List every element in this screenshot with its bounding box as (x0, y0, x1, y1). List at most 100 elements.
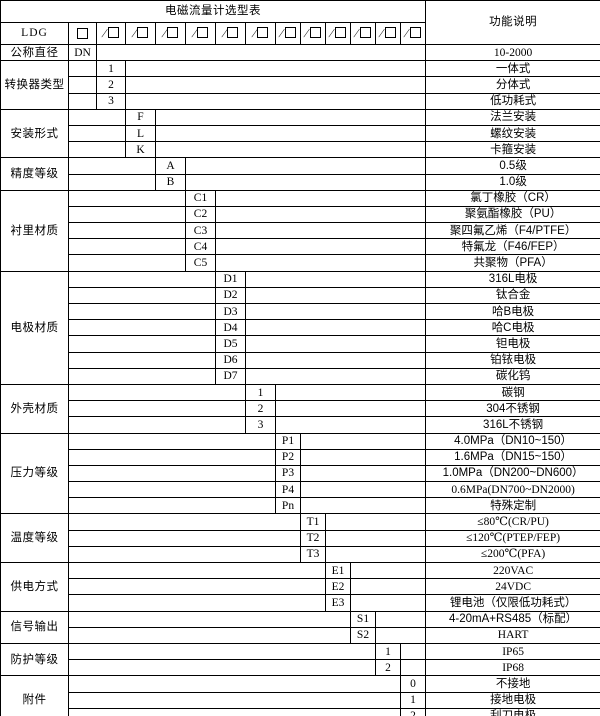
option-code[interactable]: K (125, 141, 156, 159)
code-box-7[interactable]: / (275, 22, 301, 45)
option-code[interactable]: L (125, 124, 156, 143)
option-description: 4.0MPa（DN10~150） (425, 432, 600, 450)
option-description: 哈B电极 (425, 302, 600, 321)
option-code[interactable]: E1 (325, 561, 351, 580)
option-row: P3 1.0MPa（DN200~DN600） (1, 464, 600, 483)
option-code[interactable]: 1 (245, 383, 276, 402)
option-code[interactable]: T1 (300, 513, 326, 531)
option-description: 220VAC (425, 561, 600, 580)
code-box-5[interactable]: / (215, 22, 246, 45)
option-code[interactable]: B (155, 173, 186, 191)
option-code[interactable]: 1 (375, 642, 401, 661)
model-prefix-label: LDG (0, 22, 69, 45)
code-box-9[interactable]: / (325, 22, 351, 45)
option-code[interactable]: T2 (300, 529, 326, 547)
spacer-left (68, 238, 186, 256)
option-code[interactable]: 3 (96, 92, 126, 110)
spacer-right (324, 529, 427, 547)
option-description: 哈C电极 (425, 319, 600, 337)
option-description: 0.5级 (425, 157, 600, 175)
option-code[interactable]: D2 (215, 286, 246, 305)
option-code[interactable]: C1 (185, 189, 216, 207)
option-description: 碳化钨 (425, 367, 600, 385)
code-box-11[interactable]: / (375, 22, 401, 45)
option-description: 不接地 (425, 675, 600, 693)
option-code[interactable]: 3 (245, 416, 276, 434)
option-row: E3 锂电池（仅限低功耗式） (1, 594, 600, 612)
spacer-right (154, 141, 427, 159)
code-box-8[interactable]: / (300, 22, 326, 45)
option-code[interactable]: E2 (325, 578, 351, 596)
option-row: D3 哈B电极 (1, 302, 600, 321)
option-code[interactable]: P2 (275, 448, 301, 466)
option-code[interactable]: C5 (185, 254, 216, 272)
option-row: 防护等级 1 IP65 (0, 642, 600, 677)
spacer-right (244, 351, 427, 369)
option-code[interactable]: 0 (399, 675, 427, 693)
code-box-2[interactable]: / (125, 22, 156, 45)
option-code[interactable]: E3 (325, 594, 351, 612)
option-code[interactable]: T3 (300, 545, 326, 564)
option-row: Pn 特殊定制 (1, 497, 600, 515)
code-box-6[interactable]: / (245, 22, 276, 45)
code-box-4[interactable]: / (185, 22, 216, 45)
option-description: 316L电极 (425, 270, 600, 288)
group-label-12: 附件 (0, 675, 69, 716)
option-code[interactable]: P3 (275, 464, 301, 483)
option-description: 铂铱电极 (425, 351, 600, 369)
option-code[interactable]: D7 (215, 367, 246, 385)
option-row: T2 ≤120℃(PTEP/FEP) (1, 529, 600, 547)
option-code[interactable]: D6 (215, 351, 246, 369)
spacer-left (68, 448, 276, 466)
spacer-left (68, 92, 97, 110)
spacer-right (399, 642, 427, 661)
spacer-right (324, 545, 427, 564)
option-code[interactable]: S2 (350, 626, 376, 644)
code-box-0[interactable] (68, 22, 97, 45)
option-code[interactable]: D1 (215, 270, 246, 288)
spacer-right (324, 513, 427, 531)
spacer-left (68, 707, 401, 716)
option-code[interactable]: 2 (375, 659, 401, 677)
spacer-right (374, 610, 427, 628)
spacer-right (124, 60, 427, 78)
option-code[interactable]: 1 (399, 691, 427, 709)
option-code[interactable]: A (155, 157, 186, 175)
code-box-1[interactable]: / (96, 22, 126, 45)
option-code[interactable]: S1 (350, 610, 376, 628)
spacer-left (68, 254, 186, 272)
option-code[interactable]: 2 (399, 707, 427, 716)
option-description: 1.0级 (425, 173, 600, 191)
option-code[interactable]: 2 (96, 76, 126, 94)
spacer-right (184, 157, 427, 175)
spacer-right (349, 561, 427, 580)
option-code[interactable]: Pn (275, 497, 301, 515)
option-row: D5 钽电极 (1, 335, 600, 353)
spacer-right (214, 205, 427, 224)
spacer-left (68, 302, 216, 321)
spacer-left (68, 367, 216, 385)
spacer-right (299, 432, 427, 450)
option-code[interactable]: F (125, 108, 156, 126)
option-code[interactable]: P4 (275, 481, 301, 499)
option-description: 刮刀电极 (425, 707, 600, 716)
option-row: D4 哈C电极 (1, 319, 600, 337)
option-code[interactable]: D4 (215, 319, 246, 337)
spacer-right (214, 189, 427, 207)
code-box-12[interactable]: / (399, 22, 427, 45)
option-row: 温度等级 T1 ≤80℃(CR/PU) (0, 513, 600, 563)
option-row: B 1.0级 (1, 173, 600, 191)
option-code[interactable]: D5 (215, 335, 246, 353)
option-code[interactable]: 2 (245, 400, 276, 418)
option-code[interactable]: P1 (275, 432, 301, 450)
option-code[interactable]: C4 (185, 238, 216, 256)
option-row: 附件 0 不接地 (0, 675, 600, 716)
option-code[interactable]: C2 (185, 205, 216, 224)
option-code[interactable]: D3 (215, 302, 246, 321)
option-code[interactable]: 1 (96, 60, 126, 78)
code-box-3[interactable]: / (155, 22, 186, 45)
spacer-left (68, 610, 351, 628)
code-box-10[interactable]: / (350, 22, 376, 45)
option-code[interactable]: DN (68, 43, 97, 62)
option-code[interactable]: C3 (185, 222, 216, 240)
